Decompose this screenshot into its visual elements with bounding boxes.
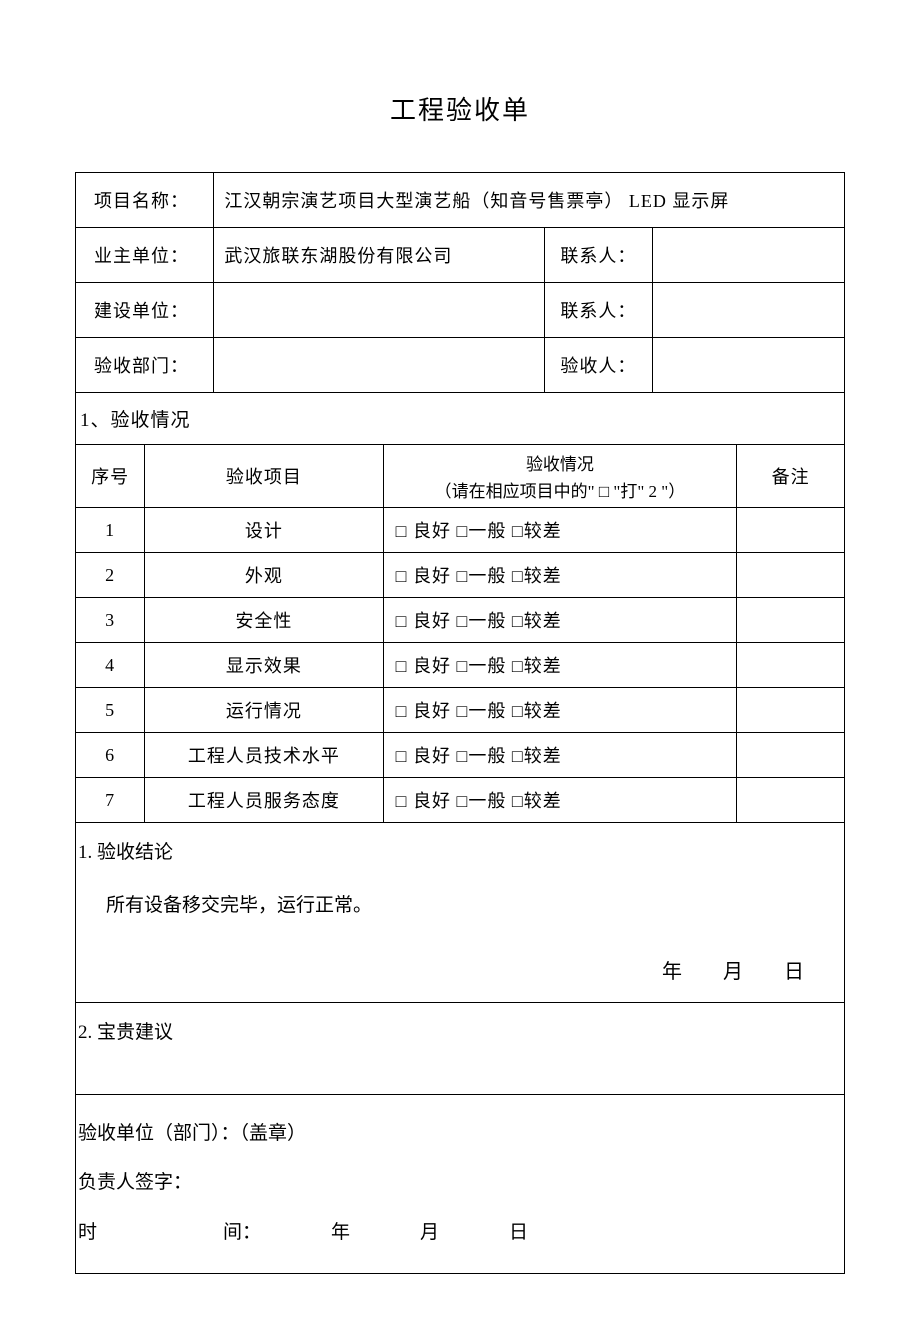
time-month: 月 bbox=[420, 1222, 439, 1243]
time-label-2: 间： bbox=[223, 1222, 261, 1243]
value-owner-unit: 武汉旅联东湖股份有限公司 bbox=[214, 228, 544, 282]
value-accept-dept bbox=[214, 351, 544, 379]
conclusion-block: 1. 验收结论 所有设备移交完毕，运行正常。 年 月 日 bbox=[76, 823, 844, 1002]
hdr-status-line1: 验收情况 bbox=[526, 450, 594, 475]
cell-options[interactable]: □ 良好 □一般 □较差 bbox=[384, 778, 737, 822]
cell-item: 安全性 bbox=[145, 598, 382, 642]
table-row: 6 工程人员技术水平 □ 良好 □一般 □较差 bbox=[76, 733, 845, 778]
cell-remark bbox=[737, 521, 844, 539]
hdr-item: 验收项目 bbox=[145, 454, 382, 498]
value-build-contact bbox=[653, 296, 844, 324]
form-table: 项目名称： 江汉朝宗演艺项目大型演艺船（知音号售票亭） LED 显示屏 业主单位… bbox=[75, 172, 845, 1274]
suggestion-heading: 2. 宝贵建议 bbox=[78, 1017, 838, 1044]
row-project-name: 项目名称： 江汉朝宗演艺项目大型演艺船（知音号售票亭） LED 显示屏 bbox=[76, 173, 845, 228]
row-section1-heading: 1、验收情况 bbox=[76, 393, 845, 445]
cell-item: 显示效果 bbox=[145, 643, 382, 687]
cell-seq: 4 bbox=[76, 646, 144, 685]
row-build-unit: 建设单位： 联系人： bbox=[76, 283, 845, 338]
cell-item: 工程人员技术水平 bbox=[145, 733, 382, 777]
label-owner-contact: 联系人： bbox=[545, 228, 652, 282]
row-conclusion: 1. 验收结论 所有设备移交完毕，运行正常。 年 月 日 bbox=[76, 823, 845, 1003]
conclusion-body: 所有设备移交完毕，运行正常。 bbox=[78, 890, 838, 917]
date-day-unit: 日 bbox=[784, 961, 808, 983]
cell-seq: 1 bbox=[76, 511, 144, 550]
table-row: 5 运行情况 □ 良好 □一般 □较差 bbox=[76, 688, 845, 733]
signoff-time-line: 时 间： 年 月 日 bbox=[78, 1208, 838, 1257]
row-signoff: 验收单位（部门）：（盖章） 负责人签字： 时 间： 年 月 日 bbox=[76, 1095, 845, 1274]
cell-seq: 6 bbox=[76, 736, 144, 775]
cell-seq: 3 bbox=[76, 601, 144, 640]
table-row: 2 外观 □ 良好 □一般 □较差 bbox=[76, 553, 845, 598]
table-row: 3 安全性 □ 良好 □一般 □较差 bbox=[76, 598, 845, 643]
signoff-line1: 验收单位（部门）：（盖章） bbox=[78, 1109, 838, 1158]
signoff-block: 验收单位（部门）：（盖章） 负责人签字： 时 间： 年 月 日 bbox=[76, 1095, 844, 1273]
cell-seq: 5 bbox=[76, 691, 144, 730]
cell-options[interactable]: □ 良好 □一般 □较差 bbox=[384, 643, 737, 687]
label-owner-unit: 业主单位： bbox=[76, 228, 213, 282]
section1-heading: 1、验收情况 bbox=[76, 393, 844, 444]
cell-item: 工程人员服务态度 bbox=[145, 778, 382, 822]
hdr-status-line2: （请在相应项目中的" □ "打" 2 "） bbox=[435, 477, 686, 502]
row-item-header: 序号 验收项目 验收情况 （请在相应项目中的" □ "打" 2 "） 备注 bbox=[76, 445, 845, 508]
row-owner-unit: 业主单位： 武汉旅联东湖股份有限公司 联系人： bbox=[76, 228, 845, 283]
cell-remark bbox=[737, 746, 844, 764]
label-build-unit: 建设单位： bbox=[76, 283, 213, 337]
value-project-name: 江汉朝宗演艺项目大型演艺船（知音号售票亭） LED 显示屏 bbox=[214, 173, 844, 227]
value-owner-contact bbox=[653, 241, 844, 269]
table-row: 1 设计 □ 良好 □一般 □较差 bbox=[76, 508, 845, 553]
cell-remark bbox=[737, 701, 844, 719]
conclusion-heading: 1. 验收结论 bbox=[78, 837, 838, 864]
cell-item: 外观 bbox=[145, 553, 382, 597]
cell-item: 设计 bbox=[145, 508, 382, 552]
cell-options[interactable]: □ 良好 □一般 □较差 bbox=[384, 598, 737, 642]
table-row: 4 显示效果 □ 良好 □一般 □较差 bbox=[76, 643, 845, 688]
cell-remark bbox=[737, 656, 844, 674]
value-build-unit bbox=[214, 296, 544, 324]
date-year-unit: 年 bbox=[662, 961, 686, 983]
signoff-line2: 负责人签字： bbox=[78, 1158, 838, 1207]
cell-seq: 7 bbox=[76, 781, 144, 820]
value-accept-person bbox=[653, 351, 844, 379]
time-year: 年 bbox=[331, 1222, 350, 1243]
conclusion-date: 年 月 日 bbox=[78, 955, 838, 1002]
label-accept-person: 验收人： bbox=[545, 338, 652, 392]
table-row: 7 工程人员服务态度 □ 良好 □一般 □较差 bbox=[76, 778, 845, 823]
cell-remark bbox=[737, 566, 844, 584]
cell-item: 运行情况 bbox=[145, 688, 382, 732]
page-title: 工程验收单 bbox=[75, 90, 845, 127]
hdr-status: 验收情况 （请在相应项目中的" □ "打" 2 "） bbox=[384, 445, 737, 507]
cell-remark bbox=[737, 791, 844, 809]
label-accept-dept: 验收部门： bbox=[76, 338, 213, 392]
cell-options[interactable]: □ 良好 □一般 □较差 bbox=[384, 508, 737, 552]
hdr-remark: 备注 bbox=[737, 454, 844, 498]
label-project-name: 项目名称： bbox=[76, 173, 213, 227]
hdr-seq: 序号 bbox=[76, 454, 144, 498]
row-suggestion: 2. 宝贵建议 bbox=[76, 1003, 845, 1095]
time-day: 日 bbox=[509, 1222, 528, 1243]
label-build-contact: 联系人： bbox=[545, 283, 652, 337]
cell-remark bbox=[737, 611, 844, 629]
suggestion-block: 2. 宝贵建议 bbox=[76, 1003, 844, 1094]
document-page: 工程验收单 项目名称： 江汉朝宗演艺项目大型演艺船（知音号售票亭） LED 显示… bbox=[0, 0, 920, 1334]
cell-seq: 2 bbox=[76, 556, 144, 595]
cell-options[interactable]: □ 良好 □一般 □较差 bbox=[384, 733, 737, 777]
cell-options[interactable]: □ 良好 □一般 □较差 bbox=[384, 688, 737, 732]
cell-options[interactable]: □ 良好 □一般 □较差 bbox=[384, 553, 737, 597]
date-month-unit: 月 bbox=[723, 961, 747, 983]
row-accept-dept: 验收部门： 验收人： bbox=[76, 338, 845, 393]
time-label-1: 时 bbox=[78, 1208, 138, 1257]
